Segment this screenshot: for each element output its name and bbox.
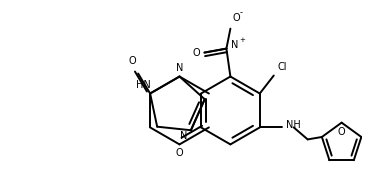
- Text: Cl: Cl: [278, 62, 287, 72]
- Text: N: N: [176, 63, 183, 73]
- Text: -: -: [239, 9, 242, 17]
- Text: N: N: [180, 131, 187, 141]
- Text: N: N: [231, 40, 239, 50]
- Text: O: O: [233, 13, 240, 23]
- Text: O: O: [128, 56, 136, 66]
- Text: O: O: [176, 148, 183, 158]
- Text: O: O: [338, 127, 345, 137]
- Text: HN: HN: [136, 80, 151, 90]
- Text: NH: NH: [286, 120, 300, 130]
- Text: O: O: [192, 48, 200, 58]
- Text: +: +: [239, 37, 245, 43]
